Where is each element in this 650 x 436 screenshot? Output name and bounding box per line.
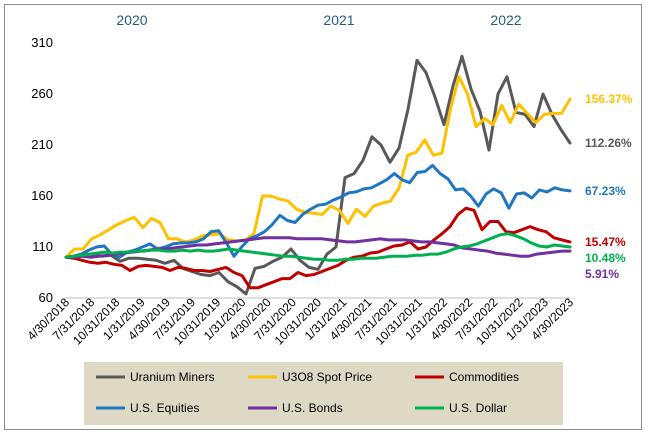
- legend-label-u-s-equities: U.S. Equities: [130, 401, 199, 415]
- end-label-u-s-dollar: 10.48%: [585, 251, 626, 265]
- end-labels: 156.37% 112.26% 67.23% 15.47% 10.48% 5.91%: [585, 92, 633, 281]
- year-label-2022: 2022: [490, 12, 521, 28]
- series-line-commodities: [64, 206, 572, 290]
- y-tick-label: 210: [31, 137, 53, 152]
- y-tick-label: 110: [32, 239, 53, 254]
- line-chart: 2020 2021 2022 60 110 160 210 260 310 4/30/2018…: [24, 12, 633, 425]
- series-line-u-s-equities: [64, 163, 572, 259]
- series-line-u3o8-spot-price: [64, 75, 572, 259]
- year-label-2020: 2020: [116, 12, 147, 28]
- y-tick-label: 310: [31, 35, 53, 50]
- legend-label-u-s-dollar: U.S. Dollar: [449, 401, 507, 415]
- year-labels: 2020 2021 2022: [116, 12, 521, 28]
- series-lines: [64, 54, 572, 296]
- legend: Uranium Miners U3O8 Spot Price Commodities…: [84, 362, 563, 425]
- end-label-u3o8-spot-price: 156.37%: [585, 92, 633, 106]
- y-tick-label: 260: [31, 86, 53, 101]
- y-axis-ticks: 60 110 160 210 260 310: [31, 35, 53, 305]
- y-tick-label: 160: [31, 188, 53, 203]
- end-label-commodities: 15.47%: [585, 235, 626, 249]
- end-label-u-s-equities: 67.23%: [585, 184, 626, 198]
- x-axis-ticks: 4/30/20187/31/201810/31/20181/31/20194/3…: [24, 295, 576, 348]
- chart-frame: 2020 2021 2022 60 110 160 210 260 310 4/30/2018…: [4, 4, 642, 430]
- year-label-2021: 2021: [323, 12, 354, 28]
- legend-label-commodities: Commodities: [449, 370, 519, 384]
- series-line-u-s-dollar: [64, 232, 572, 262]
- legend-label-uranium-miners: Uranium Miners: [130, 370, 215, 384]
- legend-label-u-s-bonds: U.S. Bonds: [282, 401, 343, 415]
- end-label-uranium-miners: 112.26%: [585, 136, 632, 150]
- y-tick-label: 60: [39, 290, 53, 305]
- legend-box: [84, 362, 563, 425]
- series-line-uranium-miners: [64, 54, 572, 296]
- end-label-u-s-bonds: 5.91%: [585, 267, 619, 281]
- legend-label-u3o8-spot-price: U3O8 Spot Price: [282, 370, 372, 384]
